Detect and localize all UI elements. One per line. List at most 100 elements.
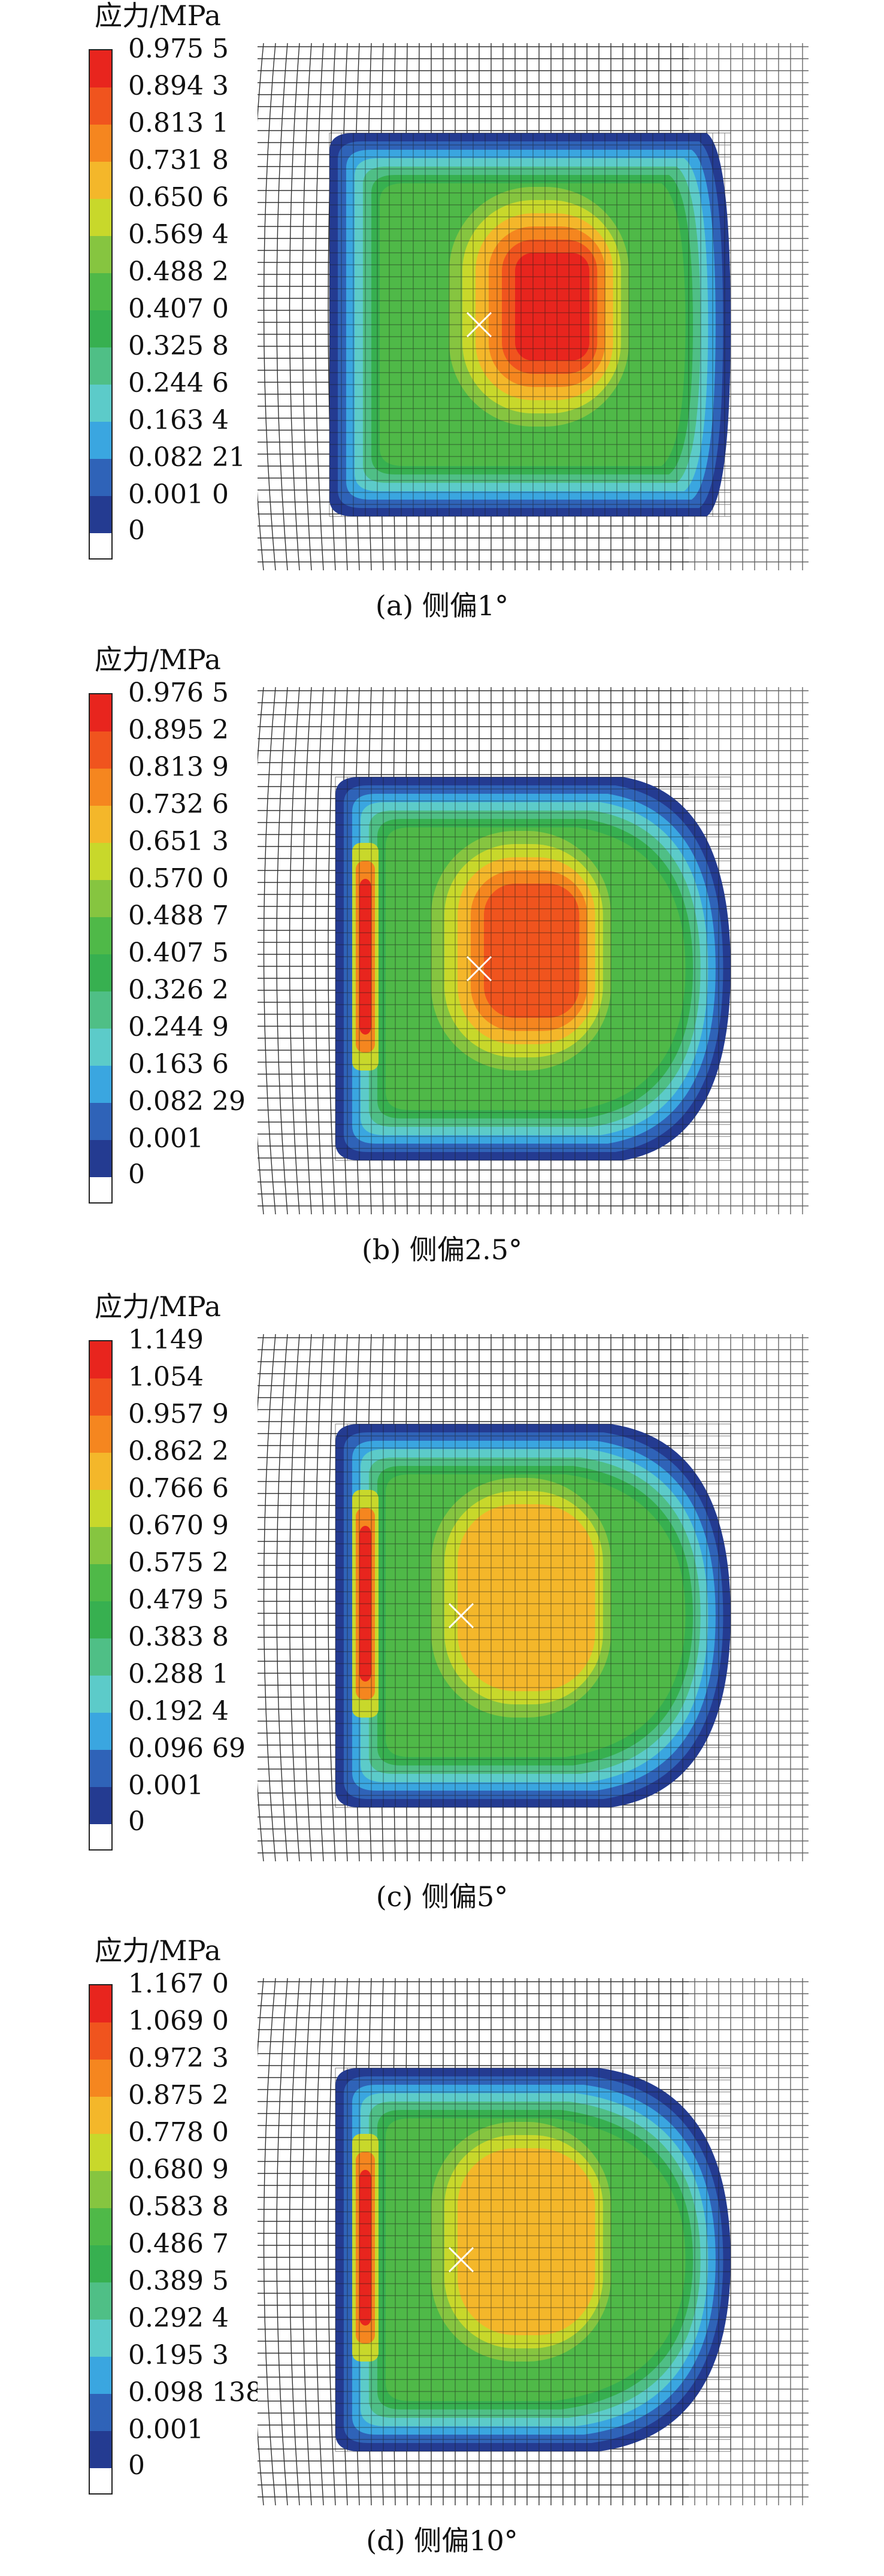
color-swatch — [90, 533, 111, 558]
legend-label: 0.569 4 — [128, 219, 229, 250]
legend-label: 0 — [128, 2450, 145, 2481]
color-swatch — [90, 1103, 111, 1140]
legend-label: 0.486 7 — [128, 2229, 229, 2259]
color-swatch — [90, 1453, 111, 1490]
color-swatch — [90, 806, 111, 843]
color-swatch — [90, 2468, 111, 2493]
color-swatch — [90, 1601, 111, 1638]
color-swatch — [90, 87, 111, 125]
patch-mesh — [329, 132, 731, 517]
color-swatch — [90, 2357, 111, 2394]
color-swatch — [90, 2245, 111, 2282]
legend-label: 1.167 0 — [128, 1969, 229, 1999]
legend-label: 0.680 9 — [128, 2154, 229, 2185]
panel-d: 应力/MPa 1.167 0 1.069 0 0.972 3 0.875 2 0.778 … — [0, 1935, 884, 2576]
color-swatch — [90, 236, 111, 273]
contour-svg — [250, 1334, 809, 1862]
color-swatch — [90, 2320, 111, 2357]
legend-label: 0.326 2 — [128, 975, 229, 1005]
legend-label: 0.976 5 — [128, 678, 229, 708]
color-swatch — [90, 880, 111, 917]
color-swatch — [90, 954, 111, 991]
legend-label: 0.813 9 — [128, 752, 229, 782]
panel-caption: (c) 侧偏5° — [376, 1880, 508, 1913]
color-swatch — [90, 162, 111, 199]
legend-title: 应力/MPa — [95, 0, 221, 32]
color-swatch — [90, 347, 111, 385]
color-swatch — [90, 1713, 111, 1750]
legend-label: 0.292 4 — [128, 2303, 229, 2333]
color-swatch — [90, 1066, 111, 1103]
color-swatch — [90, 917, 111, 954]
color-swatch — [90, 1177, 111, 1202]
color-swatch — [90, 50, 111, 87]
legend-title: 应力/MPa — [95, 1934, 221, 1967]
legend-label: 0.862 2 — [128, 1436, 229, 1467]
legend-label: 0.001 0 — [128, 479, 229, 510]
color-swatch — [90, 2171, 111, 2208]
color-bar — [89, 49, 113, 560]
legend-label: 1.149 — [128, 1325, 204, 1355]
legend-label: 0.778 0 — [128, 2117, 229, 2148]
color-swatch — [90, 1527, 111, 1564]
legend-label: 1.069 0 — [128, 2006, 229, 2036]
color-swatch — [90, 1676, 111, 1713]
color-swatch — [90, 1416, 111, 1453]
legend-label: 0.244 9 — [128, 1012, 229, 1042]
hot-band — [458, 2148, 595, 2335]
legend-label: 0.244 6 — [128, 368, 229, 398]
color-swatch — [90, 459, 111, 496]
legend-label: 0.082 21 — [128, 442, 246, 473]
color-swatch — [90, 769, 111, 806]
color-swatch — [90, 1787, 111, 1824]
legend-label: 0.325 8 — [128, 331, 229, 361]
color-swatch — [90, 422, 111, 459]
legend-label: 0.972 3 — [128, 2043, 229, 2073]
legend-label: 0.001 — [128, 2414, 204, 2445]
color-swatch — [90, 2134, 111, 2171]
patch-mesh — [335, 2067, 731, 2452]
legend-label: 0.288 1 — [128, 1659, 229, 1689]
center-marker — [466, 312, 492, 338]
contact-patch — [335, 2067, 731, 2452]
color-bar — [89, 1984, 113, 2495]
legend-label: 0.813 1 — [128, 108, 229, 138]
panel-caption: (d) 侧偏10° — [366, 2524, 518, 2557]
patch-mesh — [335, 776, 731, 1161]
legend-label: 0.082 29 — [128, 1086, 246, 1117]
panel-c: 应力/MPa 1.149 1.054 0.957 9 0.862 2 0.766 6 0.6… — [0, 1291, 884, 1932]
color-swatch — [90, 199, 111, 236]
color-swatch — [90, 1750, 111, 1787]
legend-label: 0.001 — [128, 1770, 204, 1801]
hot-band — [458, 1504, 595, 1691]
legend-label: 0.389 5 — [128, 2266, 229, 2296]
color-swatch — [90, 2022, 111, 2060]
legend-label: 0.163 4 — [128, 405, 229, 436]
legend-label: 0 — [128, 1806, 145, 1837]
panel-caption: (b) 侧偏2.5° — [361, 1233, 523, 1266]
color-swatch — [90, 385, 111, 422]
center-marker — [448, 2247, 474, 2273]
contact-patch — [335, 776, 731, 1161]
panel-b: 应力/MPa 0.976 5 0.895 2 0.813 9 0.732 6 0.651 … — [0, 644, 884, 1285]
stress-contour-plot — [250, 1334, 809, 1862]
color-swatch — [90, 2060, 111, 2097]
color-swatch — [90, 273, 111, 310]
color-swatch — [90, 694, 111, 731]
legend-label: 0.975 5 — [128, 34, 229, 64]
legend-label: 0.570 0 — [128, 863, 229, 894]
legend-label: 0.479 5 — [128, 1585, 229, 1615]
legend-label: 0.895 2 — [128, 715, 229, 745]
legend-label: 0.575 2 — [128, 1547, 229, 1578]
legend-label: 0.875 2 — [128, 2080, 229, 2111]
legend-label: 0.766 6 — [128, 1473, 229, 1504]
legend-label: 0.731 8 — [128, 145, 229, 176]
legend-label: 0.096 69 — [128, 1733, 246, 1764]
color-swatch — [90, 2394, 111, 2431]
stress-contour-plot — [250, 687, 809, 1215]
legend-label: 0.488 7 — [128, 900, 229, 931]
center-marker — [448, 1603, 474, 1629]
legend-label: 0.001 — [128, 1123, 204, 1154]
color-swatch — [90, 1140, 111, 1177]
center-marker — [466, 956, 492, 982]
